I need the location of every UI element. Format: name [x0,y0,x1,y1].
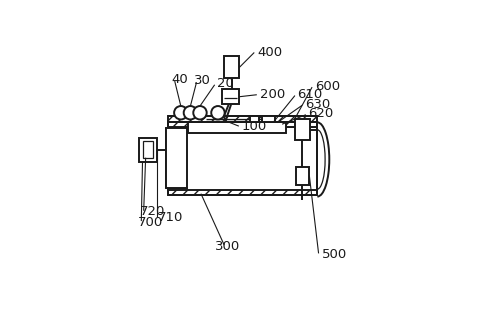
Text: 40: 40 [171,73,188,86]
Bar [168,116,317,122]
Circle shape [184,106,197,119]
Text: 610: 610 [297,88,323,101]
Bar [222,89,240,104]
Text: 400: 400 [258,46,282,59]
Bar [142,142,153,158]
Bar [224,57,240,78]
Bar [168,190,317,195]
Bar [296,167,310,185]
Text: 700: 700 [138,216,163,230]
Bar [295,119,310,140]
Text: 710: 710 [157,211,183,224]
Bar [139,138,157,162]
Bar [188,122,286,133]
Text: 630: 630 [305,98,330,111]
Text: 500: 500 [322,248,347,261]
Bar [168,127,317,192]
Text: 300: 300 [215,240,240,253]
Circle shape [174,106,188,119]
Text: 20: 20 [217,77,234,90]
Text: 100: 100 [242,120,267,133]
Bar [262,116,275,122]
Text: 600: 600 [315,80,340,93]
Bar [250,116,260,122]
Circle shape [211,106,225,119]
Bar [168,121,317,127]
Text: 720: 720 [139,205,165,218]
Text: 620: 620 [309,107,334,120]
Text: 30: 30 [193,74,210,87]
Circle shape [193,106,207,119]
Text: 200: 200 [260,88,285,101]
Bar [167,128,187,188]
